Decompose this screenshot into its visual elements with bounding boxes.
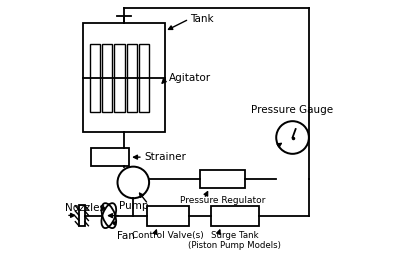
Bar [79, 205, 85, 226]
Text: Agitator: Agitator [169, 73, 211, 82]
Text: Fan: Fan [117, 232, 135, 241]
Bar [147, 205, 189, 226]
Bar [211, 205, 258, 226]
Text: Pump: Pump [118, 201, 148, 211]
Text: Surge Tank
(Piston Pump Models): Surge Tank (Piston Pump Models) [188, 231, 281, 250]
Bar [90, 43, 100, 112]
Bar [114, 43, 124, 112]
Text: Strainer: Strainer [144, 152, 186, 162]
Bar [102, 43, 112, 112]
Text: Pressure Gauge: Pressure Gauge [252, 105, 334, 115]
Text: Pressure Regulator: Pressure Regulator [180, 196, 265, 205]
Text: Nozzles: Nozzles [65, 203, 105, 213]
Bar [139, 43, 149, 112]
Bar [83, 23, 165, 132]
Bar [126, 43, 137, 112]
Text: Tank: Tank [190, 14, 214, 24]
Bar [91, 148, 129, 166]
Bar [200, 170, 245, 188]
Text: Control Valve(s): Control Valve(s) [132, 231, 204, 240]
